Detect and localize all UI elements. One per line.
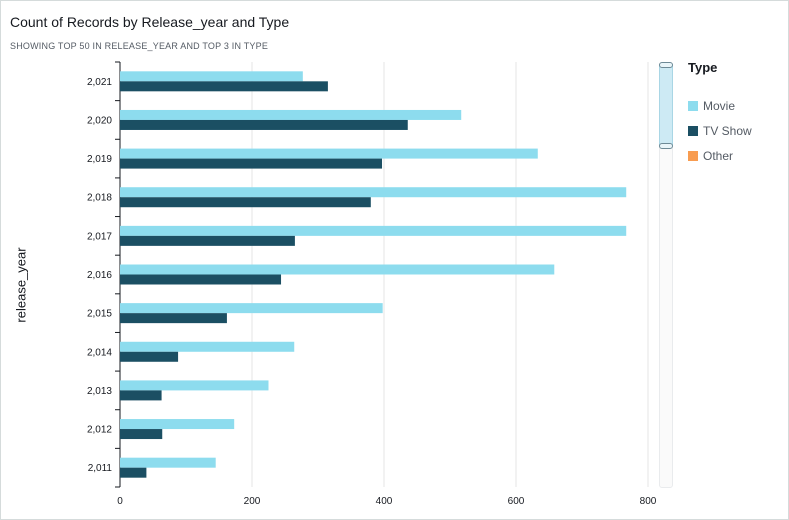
bar-tv-show xyxy=(120,351,179,362)
legend-title: Type xyxy=(688,60,718,75)
bar-movie xyxy=(120,71,303,82)
bar-movie xyxy=(120,341,295,352)
bar-movie xyxy=(120,380,269,391)
legend-item-other[interactable]: Other xyxy=(688,143,752,168)
legend-swatch-tv-show xyxy=(688,125,698,136)
legend-item-tv-show[interactable]: TV Show xyxy=(688,118,752,143)
x-tick-label: 400 xyxy=(376,496,393,507)
legend: Type Movie TV Show Other xyxy=(688,60,752,168)
bar-movie xyxy=(120,225,627,236)
bar-tv-show xyxy=(120,197,371,208)
bar-tv-show xyxy=(120,274,282,285)
legend-swatch-movie xyxy=(688,100,698,111)
y-tick-label: 2,014 xyxy=(87,347,112,358)
chart-title: Count of Records by Release_year and Typ… xyxy=(10,14,290,30)
y-tick-label: 2,017 xyxy=(87,231,112,242)
bar-movie xyxy=(120,109,462,120)
y-tick-label: 2,021 xyxy=(87,77,112,88)
bar-movie xyxy=(120,187,627,198)
bar-movie xyxy=(120,457,216,468)
bar-tv-show xyxy=(120,235,295,246)
bar-movie xyxy=(120,148,538,159)
y-tick-label: 2,012 xyxy=(87,425,112,436)
x-tick-label: 800 xyxy=(640,496,657,507)
bar-movie xyxy=(120,303,383,314)
bar-tv-show xyxy=(120,390,162,401)
bar-tv-show xyxy=(120,119,408,130)
x-tick-label: 600 xyxy=(508,496,525,507)
legend-scrollbar-thumb[interactable] xyxy=(659,64,673,146)
scrollbar-bottom-handle[interactable] xyxy=(659,143,673,149)
legend-item-movie[interactable]: Movie xyxy=(688,93,752,118)
y-tick-label: 2,016 xyxy=(87,270,112,281)
y-tick-label: 2,018 xyxy=(87,193,112,204)
y-tick-label: 2,011 xyxy=(88,463,113,474)
y-tick-label: 2,013 xyxy=(87,386,112,397)
bar-movie xyxy=(120,264,555,275)
bar-tv-show xyxy=(120,158,383,169)
bar-tv-show xyxy=(120,313,227,324)
scrollbar-top-handle[interactable] xyxy=(659,62,673,68)
legend-label-other: Other xyxy=(703,148,734,163)
x-tick-label: 200 xyxy=(244,496,261,507)
y-tick-label: 2,020 xyxy=(87,115,112,126)
x-tick-label: 0 xyxy=(117,496,123,507)
legend-label-movie: Movie xyxy=(703,98,736,113)
bar-movie xyxy=(120,419,235,430)
bar-tv-show xyxy=(120,81,328,92)
y-tick-label: 2,019 xyxy=(87,154,112,165)
chart-subtitle: SHOWING TOP 50 IN RELEASE_YEAR AND TOP 3… xyxy=(10,41,269,51)
bar-tv-show xyxy=(120,467,147,478)
y-tick-label: 2,015 xyxy=(87,309,112,320)
legend-swatch-other xyxy=(688,150,698,161)
legend-label-tv-show: TV Show xyxy=(703,123,752,138)
bar-tv-show xyxy=(120,429,163,440)
